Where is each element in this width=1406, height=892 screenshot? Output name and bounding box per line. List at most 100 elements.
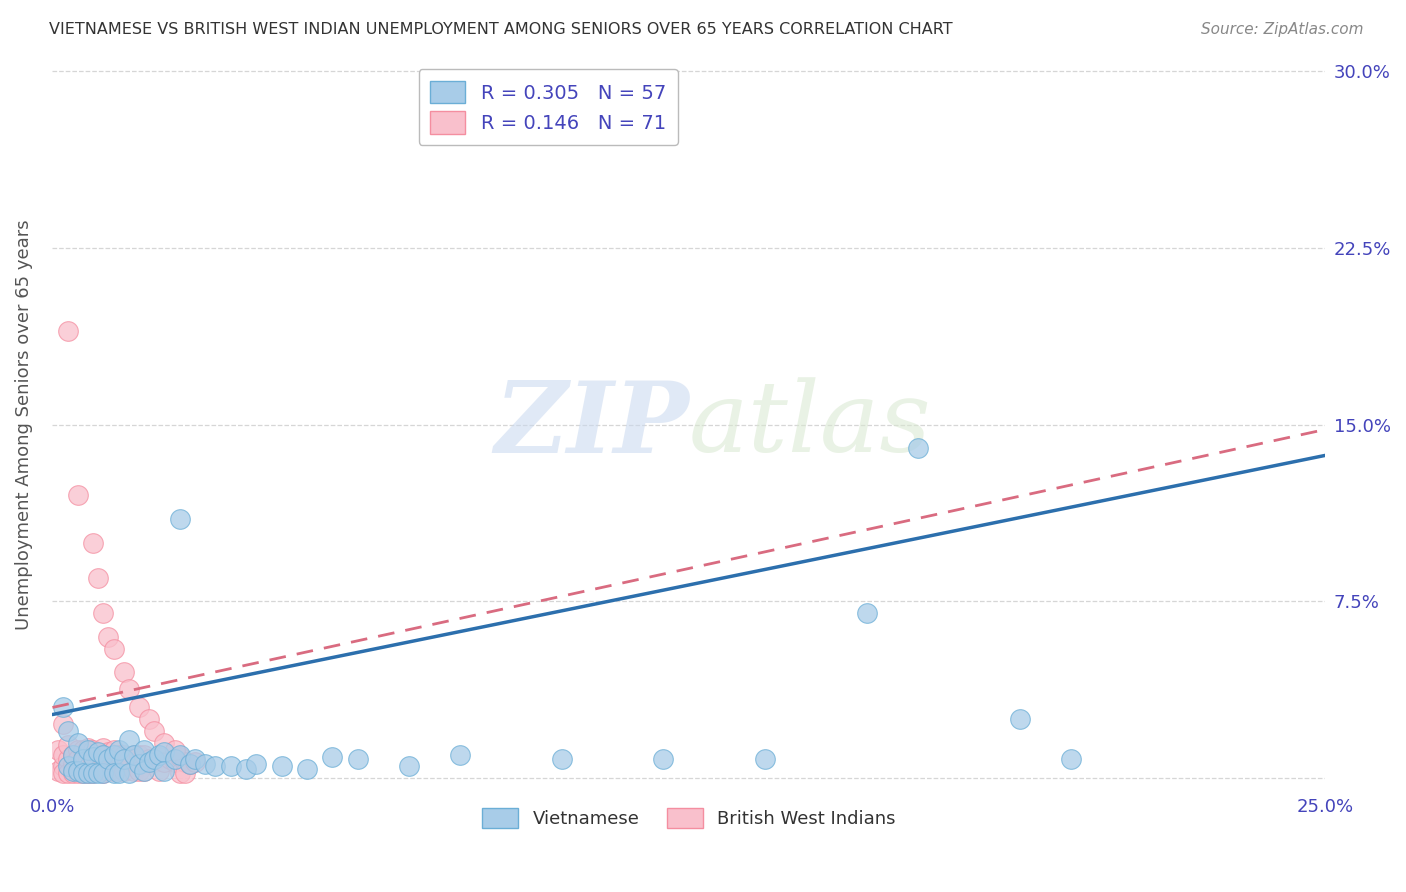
Point bbox=[159, 752, 181, 766]
Point bbox=[97, 630, 120, 644]
Point bbox=[52, 747, 75, 762]
Point bbox=[93, 747, 115, 762]
Point bbox=[550, 752, 572, 766]
Point bbox=[87, 747, 110, 762]
Point bbox=[132, 764, 155, 778]
Point bbox=[72, 752, 94, 766]
Point bbox=[103, 764, 125, 778]
Point bbox=[907, 442, 929, 456]
Point bbox=[56, 759, 79, 773]
Point bbox=[77, 766, 100, 780]
Point bbox=[169, 512, 191, 526]
Point bbox=[107, 747, 129, 762]
Y-axis label: Unemployment Among Seniors over 65 years: Unemployment Among Seniors over 65 years bbox=[15, 219, 32, 630]
Point bbox=[52, 759, 75, 773]
Point bbox=[118, 766, 141, 780]
Point bbox=[66, 488, 89, 502]
Point bbox=[128, 700, 150, 714]
Point bbox=[52, 717, 75, 731]
Point bbox=[82, 755, 104, 769]
Point bbox=[163, 743, 186, 757]
Point bbox=[194, 757, 217, 772]
Point bbox=[122, 764, 145, 778]
Point bbox=[87, 745, 110, 759]
Point bbox=[652, 752, 675, 766]
Point bbox=[295, 762, 318, 776]
Point bbox=[143, 752, 166, 766]
Point bbox=[72, 743, 94, 757]
Point bbox=[118, 733, 141, 747]
Point bbox=[184, 752, 207, 766]
Point bbox=[87, 766, 110, 780]
Point bbox=[173, 755, 195, 769]
Point bbox=[132, 743, 155, 757]
Point bbox=[77, 740, 100, 755]
Point bbox=[93, 766, 115, 780]
Point bbox=[754, 752, 776, 766]
Point bbox=[103, 641, 125, 656]
Point bbox=[46, 764, 69, 778]
Point bbox=[347, 752, 370, 766]
Point bbox=[118, 681, 141, 696]
Point bbox=[56, 752, 79, 766]
Point bbox=[128, 757, 150, 772]
Point bbox=[56, 724, 79, 739]
Point bbox=[93, 740, 115, 755]
Point bbox=[66, 766, 89, 780]
Point bbox=[173, 766, 195, 780]
Point bbox=[398, 759, 420, 773]
Point bbox=[128, 764, 150, 778]
Text: ZIP: ZIP bbox=[494, 376, 689, 473]
Point bbox=[62, 747, 84, 762]
Point bbox=[179, 757, 201, 772]
Point bbox=[204, 759, 226, 773]
Point bbox=[52, 766, 75, 780]
Point bbox=[62, 747, 84, 762]
Point bbox=[97, 764, 120, 778]
Point bbox=[52, 700, 75, 714]
Point bbox=[93, 606, 115, 620]
Point bbox=[169, 766, 191, 780]
Point bbox=[138, 755, 160, 769]
Point bbox=[153, 755, 176, 769]
Point bbox=[72, 766, 94, 780]
Point bbox=[449, 747, 471, 762]
Point bbox=[235, 762, 257, 776]
Point bbox=[107, 764, 129, 778]
Point bbox=[148, 747, 170, 762]
Point bbox=[138, 712, 160, 726]
Point bbox=[153, 764, 176, 778]
Point bbox=[128, 747, 150, 762]
Point bbox=[82, 766, 104, 780]
Point bbox=[143, 724, 166, 739]
Point bbox=[82, 743, 104, 757]
Point bbox=[62, 757, 84, 772]
Point bbox=[103, 766, 125, 780]
Point bbox=[112, 752, 135, 766]
Point bbox=[103, 743, 125, 757]
Point bbox=[66, 752, 89, 766]
Point bbox=[66, 736, 89, 750]
Point bbox=[1008, 712, 1031, 726]
Point bbox=[169, 750, 191, 764]
Point bbox=[103, 747, 125, 762]
Text: atlas: atlas bbox=[689, 377, 932, 473]
Point bbox=[82, 766, 104, 780]
Point bbox=[107, 743, 129, 757]
Point bbox=[153, 736, 176, 750]
Point bbox=[122, 747, 145, 762]
Point bbox=[46, 743, 69, 757]
Point bbox=[321, 750, 343, 764]
Point bbox=[856, 606, 879, 620]
Point bbox=[93, 766, 115, 780]
Text: VIETNAMESE VS BRITISH WEST INDIAN UNEMPLOYMENT AMONG SENIORS OVER 65 YEARS CORRE: VIETNAMESE VS BRITISH WEST INDIAN UNEMPL… bbox=[49, 22, 953, 37]
Point bbox=[56, 766, 79, 780]
Point bbox=[245, 757, 267, 772]
Point bbox=[163, 755, 186, 769]
Point bbox=[179, 757, 201, 772]
Point bbox=[270, 759, 292, 773]
Point bbox=[82, 750, 104, 764]
Text: Source: ZipAtlas.com: Source: ZipAtlas.com bbox=[1201, 22, 1364, 37]
Point bbox=[77, 752, 100, 766]
Point bbox=[112, 764, 135, 778]
